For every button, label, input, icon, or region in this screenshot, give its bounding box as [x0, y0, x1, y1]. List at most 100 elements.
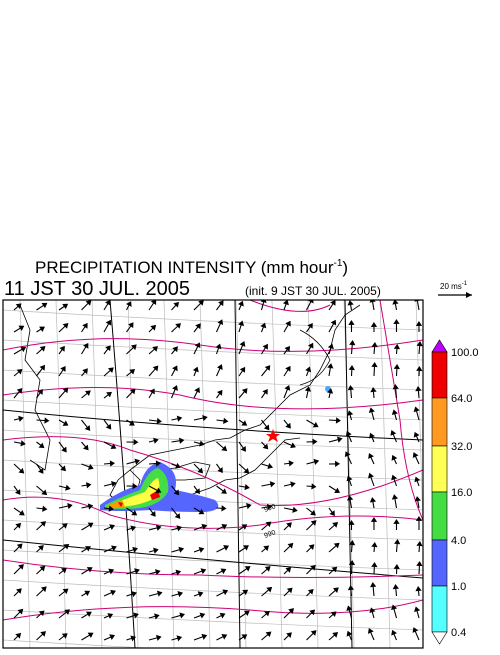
wind-arrow — [171, 525, 183, 532]
wind-arrow — [371, 361, 378, 377]
wind-arrow — [261, 610, 270, 619]
wind-arrow — [306, 630, 317, 641]
map-area: 990 990 — [3, 300, 423, 648]
wind-arrow — [283, 419, 291, 429]
wind-arrow — [416, 560, 423, 575]
wind-arrow — [238, 634, 248, 641]
wind-arrow — [238, 463, 250, 474]
wind-arrow — [306, 609, 316, 619]
wind-arrow — [36, 364, 46, 377]
wind-arrow — [348, 364, 355, 377]
wind-arrow — [238, 341, 246, 355]
wind-arrow — [58, 463, 67, 472]
wind-arrow — [126, 546, 138, 553]
wind-arrow — [216, 634, 228, 641]
wind-arrow — [348, 319, 355, 333]
wind-arrow — [148, 460, 161, 467]
wind-arrow — [36, 417, 50, 424]
wind-arrow — [415, 586, 422, 597]
wind-arrow — [36, 346, 46, 355]
colorbar-under — [431, 631, 448, 645]
wind-arrow — [193, 300, 204, 311]
wind-arrow — [346, 605, 353, 619]
wind-arrow — [36, 631, 47, 641]
wind-arrow — [148, 507, 156, 517]
grid-line — [55, 300, 67, 648]
wind-arrow — [13, 608, 24, 619]
wind-arrow — [58, 345, 65, 355]
wind-arrow — [394, 539, 401, 553]
wind-arrow — [283, 345, 291, 355]
wind-arrow — [370, 387, 377, 399]
vector-scale-text: 20 ms — [440, 282, 462, 291]
wind-arrow — [261, 343, 268, 355]
wind-arrow — [148, 300, 157, 311]
wind-arrow — [148, 569, 161, 576]
wind-arrow — [81, 567, 93, 575]
wind-arrow — [413, 431, 420, 443]
wind-arrow — [283, 522, 292, 531]
wind-arrow — [148, 437, 159, 444]
wind-arrow — [171, 462, 181, 469]
wind-arrow — [148, 613, 160, 620]
wind-arrow — [328, 460, 341, 468]
wind-arrow — [148, 365, 159, 377]
wind-arrow — [148, 590, 163, 597]
wind-arrow — [171, 415, 183, 422]
wind-arrow — [261, 503, 273, 511]
wind-arrow — [306, 544, 315, 553]
wind-arrow — [81, 482, 92, 489]
wind-arrow — [238, 589, 249, 597]
wind-arrow — [193, 463, 204, 474]
colorbar-label: 0.4 — [451, 627, 466, 639]
wind-arrow — [81, 300, 92, 311]
wind-arrow — [328, 300, 336, 311]
wind-arrow — [238, 566, 251, 575]
wind-arrow — [328, 417, 342, 424]
wind-arrow — [192, 366, 199, 377]
wind-arrow — [81, 342, 89, 355]
wind-arrow — [348, 559, 356, 575]
wind-arrow — [193, 591, 204, 598]
wind-arrow — [148, 634, 162, 641]
wind-arrow — [369, 497, 377, 509]
contour-label: 990 — [263, 503, 276, 514]
wind-arrow — [193, 523, 208, 531]
colorbar-swatch — [431, 539, 448, 587]
wind-arrow — [238, 366, 246, 377]
wind-arrow — [328, 611, 337, 619]
grid-line — [91, 300, 103, 648]
wind-arrow — [81, 611, 92, 619]
lat-lon-lines — [3, 300, 423, 648]
grid-line — [379, 300, 391, 648]
wind-arrow — [261, 419, 270, 431]
wind-arrow — [13, 463, 25, 474]
wind-arrow — [36, 388, 43, 399]
wind-arrow — [13, 368, 23, 377]
wind-arrow — [81, 590, 91, 597]
wind-arrow — [13, 485, 21, 495]
wind-arrow — [103, 345, 111, 355]
wind-arrow — [81, 463, 94, 470]
title-sup: -1 — [333, 258, 342, 269]
map-title: PRECIPITATION INTENSITY (mm hour-1) — [35, 258, 348, 277]
grid-line — [3, 609, 423, 631]
wind-arrow — [283, 441, 296, 449]
wind-arrow — [171, 346, 178, 355]
wind-vectors — [13, 300, 423, 642]
wind-arrow — [36, 441, 45, 449]
wind-arrow — [347, 585, 355, 597]
wind-arrow — [171, 546, 185, 553]
wind-arrow — [58, 567, 67, 575]
wind-arrow — [36, 521, 47, 531]
wind-arrow — [36, 302, 48, 311]
vector-scale-sup: -1 — [462, 281, 468, 287]
wind-arrow — [148, 547, 159, 554]
grid-line — [3, 549, 423, 571]
wind-arrow — [171, 365, 178, 377]
wind-arrow — [103, 480, 117, 488]
wind-arrow — [215, 319, 224, 333]
wind-arrow — [193, 568, 207, 575]
wind-arrow — [327, 343, 334, 355]
wind-arrow — [36, 610, 45, 619]
